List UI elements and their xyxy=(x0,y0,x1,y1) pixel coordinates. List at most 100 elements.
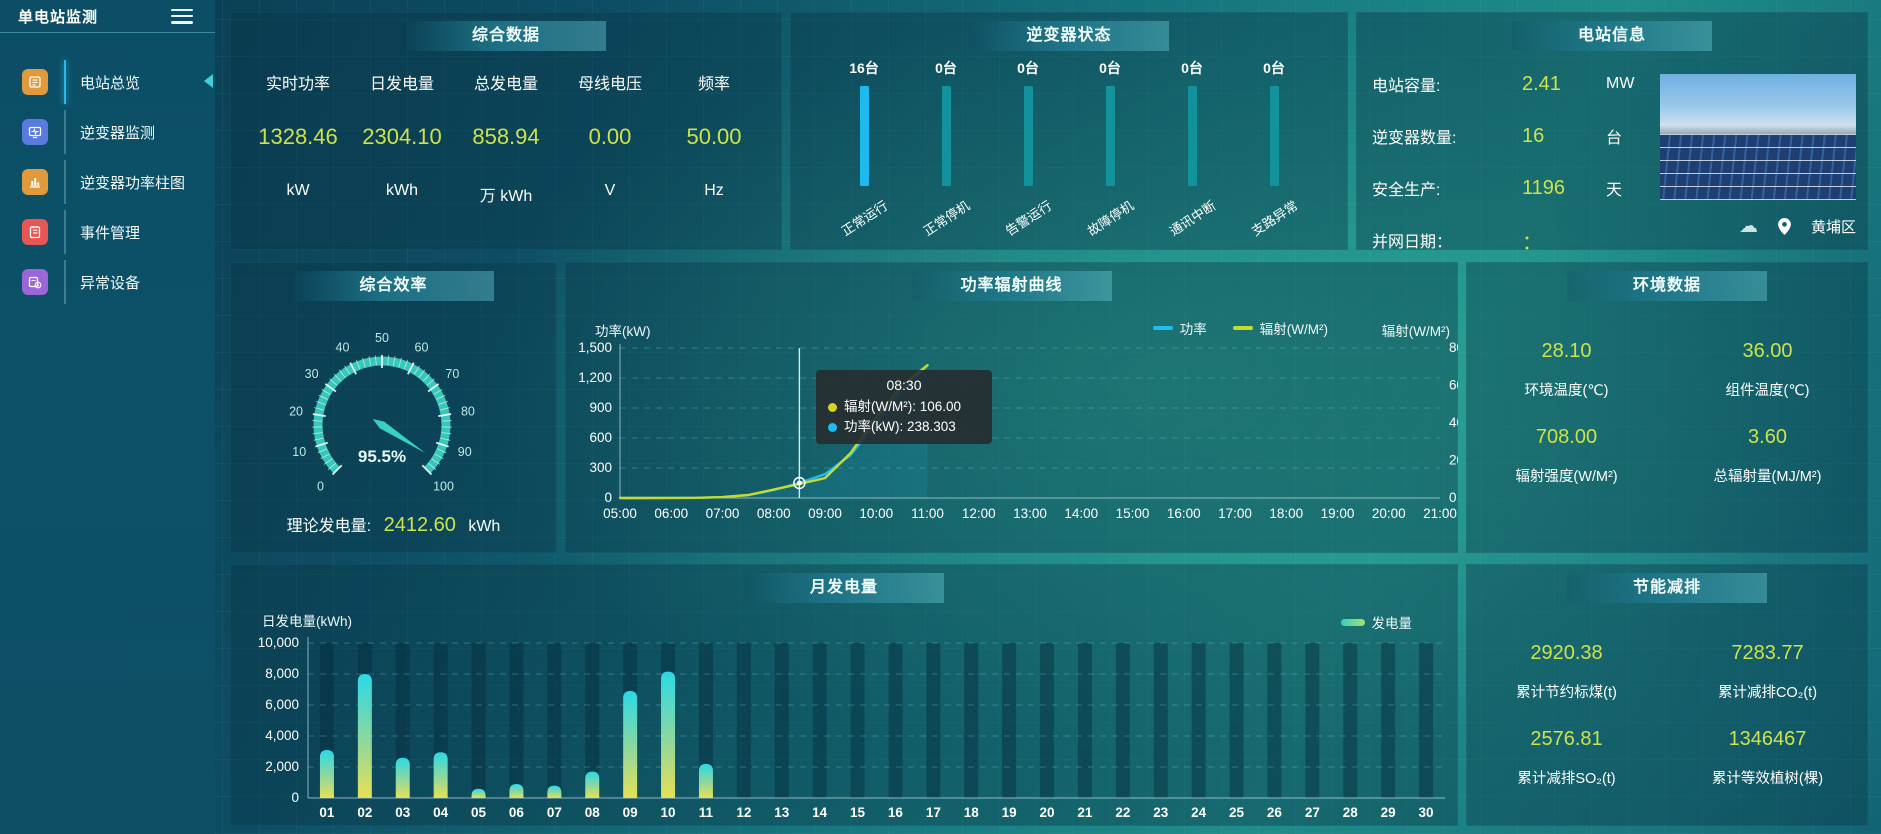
svg-text:6,000: 6,000 xyxy=(265,697,299,712)
chart-tooltip: 08:30 辐射(W/M²): 106.00 功率(kW): 238.303 xyxy=(816,370,992,444)
summary-panel: 综合数据 实时功率 1328.46 kW 日发电量 2304.10 kWh 总发电量 858.… xyxy=(230,12,782,250)
sidebar-item-overview[interactable]: 电站总览 xyxy=(0,57,215,107)
metric-label: 总辐射量(MJ/M²) xyxy=(1713,469,1822,485)
metric-unit: kWh xyxy=(386,182,418,199)
legend-item[interactable]: 功率 xyxy=(1152,318,1207,338)
summary-metric: 实时功率 1328.46 kW xyxy=(246,70,350,206)
efficiency-title: 综合效率 xyxy=(293,271,494,301)
inverter-status-bar[interactable] xyxy=(859,86,869,186)
metric-cell: 2920.38 累计节约标煤(t) xyxy=(1466,616,1667,702)
tooltip-item: 功率(kW): 238.303 xyxy=(828,417,980,437)
inverter-status-label: 通讯中断 xyxy=(1166,197,1219,239)
station-photo xyxy=(1660,74,1856,200)
power-radiation-chart[interactable]: 0 300 600 900 1,200 1,500 0 200 400 600 800 05:00 06… xyxy=(565,262,1458,553)
svg-text:17:00: 17:00 xyxy=(1218,506,1252,521)
sidebar-item-inverter-power-chart[interactable]: 逆变器功率柱图 xyxy=(0,157,215,207)
svg-text:26: 26 xyxy=(1267,805,1283,820)
metric-label: 累计等效植树(棵) xyxy=(1711,771,1824,787)
inverter-status-label: 故障停机 xyxy=(1084,197,1137,239)
inverter-status-bar[interactable] xyxy=(941,86,951,186)
svg-text:100: 100 xyxy=(433,480,454,494)
svg-text:20: 20 xyxy=(1040,805,1055,820)
summary-metrics: 实时功率 1328.46 kW 日发电量 2304.10 kWh 总发电量 858.94 万 k… xyxy=(230,12,782,206)
sidebar-collapse-arrow-icon[interactable] xyxy=(204,74,213,88)
efficiency-gauge-chart[interactable]: 0 10 20 30 40 50 60 70 80 90 100 95.5% xyxy=(230,298,557,513)
svg-text:14:00: 14:00 xyxy=(1064,506,1098,521)
bar-chart-icon xyxy=(22,169,48,195)
inverter-status-bar[interactable] xyxy=(1105,86,1115,186)
metric-unit: V xyxy=(604,182,616,199)
svg-text:27: 27 xyxy=(1305,805,1320,820)
legend-swatch xyxy=(1232,326,1253,330)
monthly-y-axis-title: 日发电量(kWh) xyxy=(262,614,352,629)
inverter-status-bar[interactable] xyxy=(1269,86,1279,186)
svg-text:07:00: 07:00 xyxy=(706,506,740,521)
monthly-generation-chart[interactable]: 0 2,000 4,000 6,000 8,000 10,000 01 02 03 04 05 06 0… xyxy=(230,564,1458,826)
svg-text:12:00: 12:00 xyxy=(962,506,996,521)
metric-value: 36.00 xyxy=(1742,340,1793,362)
station-info-row: 安全生产: 1196 天 xyxy=(1372,162,1634,214)
svg-text:90: 90 xyxy=(458,445,472,459)
tooltip-item: 辐射(W/M²): 106.00 xyxy=(828,397,980,417)
svg-text:24: 24 xyxy=(1191,805,1207,820)
metric-cell: 2576.81 累计减排SO₂(t) xyxy=(1466,702,1667,788)
inverter-status-label: 告警运行 xyxy=(1002,197,1055,239)
svg-text:1,200: 1,200 xyxy=(578,370,612,385)
sidebar-menu: 电站总览 逆变器监测 逆变器功率柱图 事件管理 异常设备 xyxy=(0,57,215,307)
svg-text:80: 80 xyxy=(461,404,475,418)
metric-label: 累计节约标煤(t) xyxy=(1516,685,1617,701)
legend-item[interactable]: 发电量 xyxy=(1340,612,1412,632)
svg-text:06:00: 06:00 xyxy=(654,506,688,521)
sidebar-item-inverter-monitor[interactable]: 逆变器监测 xyxy=(0,107,215,157)
metric-label: 日发电量 xyxy=(369,76,434,93)
metric-value: 2304.10 xyxy=(362,124,442,149)
energy-saving-metrics: 2920.38 累计节约标煤(t) 7283.77 累计减排CO₂(t) 2576.81… xyxy=(1466,616,1868,788)
svg-text:05: 05 xyxy=(471,805,487,820)
tooltip-series-dot xyxy=(828,402,837,412)
svg-text:600: 600 xyxy=(1449,378,1458,393)
svg-text:10: 10 xyxy=(292,445,306,459)
sidebar-item-abnormal-device[interactable]: 异常设备 xyxy=(0,257,215,307)
inverter-count: 0台 xyxy=(1099,60,1121,76)
right-axis-title: 辐射(W/M²) xyxy=(1381,324,1450,339)
legend-item[interactable]: 辐射(W/M²) xyxy=(1232,318,1328,338)
metric-value: 2576.81 xyxy=(1530,728,1603,750)
svg-text:600: 600 xyxy=(589,430,612,445)
photo-sky xyxy=(1660,74,1856,135)
inverter-status-chart[interactable]: 16台 正常运行 0台 正常停机 0台 告警运行 0台 故障停机 0台 通讯中断 0台 支路异常 xyxy=(790,12,1348,239)
legend-label: 辐射(W/M²) xyxy=(1259,322,1328,337)
metric-value: 2920.38 xyxy=(1530,642,1603,664)
inverter-status-column: 0台故障停机 xyxy=(1078,58,1142,239)
svg-text:16: 16 xyxy=(888,805,904,820)
hamburger-menu-icon[interactable] xyxy=(171,8,193,24)
metric-label: 累计减排SO₂(t) xyxy=(1517,771,1616,787)
bar-chart-legend: 发电量 xyxy=(1340,612,1412,632)
svg-text:0: 0 xyxy=(317,480,324,494)
sidebar-item-event-management[interactable]: 事件管理 xyxy=(0,207,215,257)
station-info-row: 逆变器数量: 16 台 xyxy=(1372,110,1634,162)
menu-item-accent xyxy=(64,110,66,154)
inverter-status-bar[interactable] xyxy=(1187,86,1197,186)
metric-value: 708.00 xyxy=(1535,426,1598,448)
inverter-status-bar[interactable] xyxy=(1023,86,1033,186)
summary-panel-title: 综合数据 xyxy=(406,21,606,51)
theory-generation-unit: kWh xyxy=(468,518,501,535)
overview-icon xyxy=(22,69,48,95)
station-info-value: 16 xyxy=(1522,124,1545,147)
svg-text:20:00: 20:00 xyxy=(1372,506,1406,521)
svg-text:28: 28 xyxy=(1343,805,1359,820)
metric-label: 实时功率 xyxy=(265,76,330,93)
svg-text:15:00: 15:00 xyxy=(1116,506,1150,521)
svg-text:2,000: 2,000 xyxy=(265,759,299,774)
svg-text:09:00: 09:00 xyxy=(808,506,842,521)
menu-item-accent xyxy=(64,260,66,304)
svg-text:25: 25 xyxy=(1229,805,1245,820)
station-info-unit: MW xyxy=(1606,75,1635,92)
svg-text:20: 20 xyxy=(289,404,303,418)
station-info-unit: 天 xyxy=(1606,182,1623,199)
svg-text:11: 11 xyxy=(699,805,714,820)
inverter-status-label: 支路异常 xyxy=(1248,197,1301,239)
svg-text:07: 07 xyxy=(547,805,562,820)
metric-unit: 万 kWh xyxy=(479,188,533,205)
svg-text:12: 12 xyxy=(736,805,751,820)
